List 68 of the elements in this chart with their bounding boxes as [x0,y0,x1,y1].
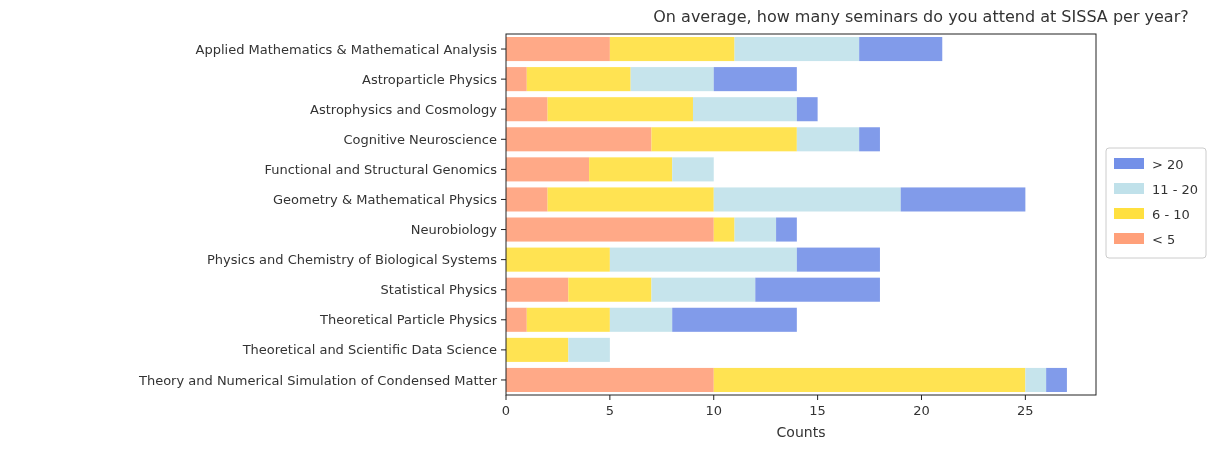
bar [713,67,797,92]
bar [506,37,610,62]
bar [651,127,797,152]
y-tick-label: Applied Mathematics & Mathematical Analysis [195,41,498,57]
bar [672,157,714,182]
bar [796,127,860,152]
bar [900,187,1026,212]
legend-label: > 20 [1152,156,1184,172]
bar [713,367,1026,392]
y-tick-label: Theoretical Particle Physics [319,312,498,328]
bar [506,277,569,302]
bar [1046,367,1067,392]
bar [547,187,714,212]
bar [734,217,777,242]
bar [692,97,797,122]
bar [526,67,631,92]
bar [506,67,527,92]
chart-title: On average, how many seminars do you attend at SISSA per year? [653,7,1189,26]
x-tick-label: 0 [501,403,511,418]
bar [506,367,714,392]
bar [506,97,548,122]
bar [755,277,880,302]
y-tick-label: Astroparticle Physics [361,71,498,87]
bar [713,187,901,212]
bar [506,247,610,272]
bar [713,217,735,242]
y-tick-label: Neurobiology [410,222,498,238]
bar [547,97,693,122]
bar [630,67,714,92]
bar [609,307,673,332]
legend-label: 6 - 10 [1152,206,1190,222]
bar [651,277,756,302]
bar [859,37,943,62]
bar [672,307,797,332]
bar [859,127,880,152]
x-tick-label: 10 [705,403,723,418]
bar [776,217,797,242]
bar [568,337,610,362]
bar [506,307,527,332]
legend-label: < 5 [1152,231,1176,247]
bar [506,337,569,362]
y-tick-label: Physics and Chemistry of Biological Systems [206,252,498,268]
bar [506,187,548,212]
x-tick-label: 15 [809,403,826,418]
y-tick-label: Theory and Numerical Simulation of Condensed Matter [137,372,498,388]
bar [734,37,860,62]
bar [1025,367,1047,392]
bar [506,127,652,152]
bar [609,37,735,62]
y-tick-label: Theoretical and Scientific Data Science [241,342,497,358]
bar [506,217,714,242]
legend-label: 11 - 20 [1152,181,1199,197]
y-tick-label: Geometry & Mathematical Physics [272,192,498,208]
y-tick-label: Functional and Structural Genomics [264,161,498,177]
bar [796,97,818,122]
x-axis-title: Counts [776,424,826,440]
bar [568,277,652,302]
bar [609,247,797,272]
x-tick-label: 5 [605,403,615,418]
y-tick-label: Astrophysics and Cosmology [310,101,498,117]
bar [506,157,590,182]
x-tick-label: 25 [1017,403,1034,418]
x-tick-label: 20 [913,403,930,418]
bar [796,247,880,272]
bar [589,157,673,182]
bar [526,307,610,332]
y-tick-label: Statistical Physics [380,282,498,298]
y-tick-label: Cognitive Neuroscience [343,131,497,147]
